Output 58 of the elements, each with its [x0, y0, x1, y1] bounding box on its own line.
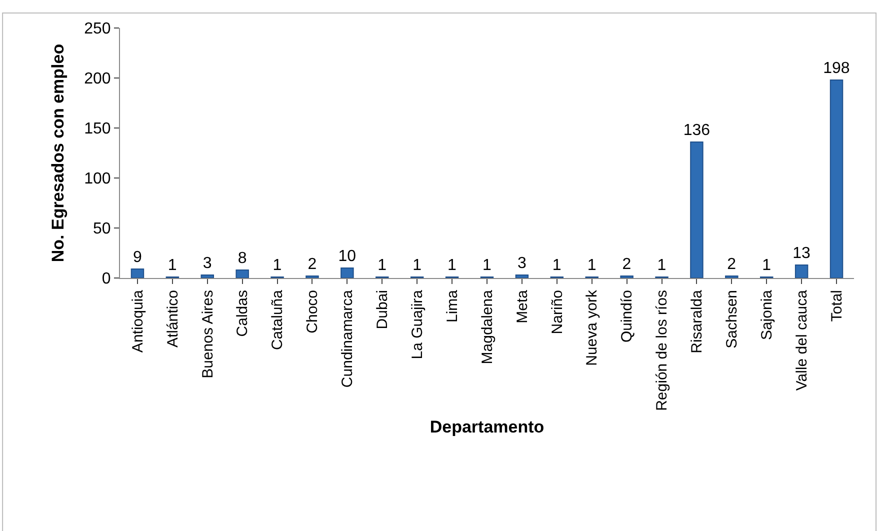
bar	[830, 80, 844, 278]
y-tick-label: 150	[84, 120, 111, 138]
x-tick-label: Sajonia	[758, 289, 776, 340]
data-label: 1	[378, 257, 387, 274]
x-tick-label: Dubai	[374, 290, 392, 330]
bar	[690, 142, 704, 278]
data-label: 1	[552, 257, 562, 274]
x-tick-label: Cundinamarca	[339, 289, 356, 388]
data-label: 2	[622, 256, 632, 273]
x-tick-label: Choco	[304, 290, 322, 334]
x-tick-label: Sachsen	[724, 290, 741, 348]
x-axis-title: Departamento	[430, 417, 544, 436]
x-tick-label: Nariño	[548, 290, 566, 334]
y-tick-label: 50	[93, 220, 111, 238]
x-tick-label: Risaralda	[688, 289, 706, 354]
data-label: 1	[482, 257, 492, 274]
data-label: 3	[202, 255, 212, 272]
data-label: 1	[587, 257, 596, 274]
x-tick-label: Antioquia	[129, 289, 146, 353]
y-axis-title: No. Egresados con empleo	[48, 44, 68, 262]
x-tick-label: Valle del cauca	[793, 289, 810, 391]
bar	[794, 264, 808, 278]
data-label: 9	[132, 249, 142, 266]
x-tick-label: Buenos Aires	[199, 290, 216, 378]
data-label: 198	[823, 60, 850, 77]
y-tick-label: 0	[102, 270, 111, 288]
x-tick-label: Caldas	[234, 290, 252, 337]
x-tick-label: Cataluña	[269, 289, 286, 350]
bar	[130, 268, 144, 278]
bar	[340, 268, 354, 278]
y-tick-label: 200	[84, 70, 111, 88]
data-label: 136	[683, 122, 710, 139]
data-label: 1	[272, 257, 282, 274]
x-tick-label: Meta	[514, 289, 531, 324]
data-label: 1	[412, 257, 422, 274]
x-tick-label: La Guajira	[408, 289, 426, 360]
data-label: 1	[657, 257, 666, 274]
x-tick-label: Magdalena	[478, 289, 496, 364]
x-tick-label: Atlántico	[164, 290, 182, 348]
data-label: 10	[338, 248, 356, 265]
x-tick-label: Región de los ríos	[654, 290, 671, 411]
y-tick-label: 250	[84, 20, 111, 38]
data-label: 1	[762, 257, 772, 274]
data-label: 1	[168, 257, 177, 274]
data-label: 13	[792, 245, 811, 262]
data-label: 3	[517, 255, 526, 272]
bar	[236, 270, 249, 278]
data-label: 2	[727, 256, 736, 273]
bar	[515, 274, 529, 278]
y-tick-label: 100	[84, 170, 111, 188]
x-tick-label: Quindío	[618, 290, 636, 343]
bar	[200, 274, 214, 278]
data-label: 8	[238, 250, 247, 267]
x-tick-label: Nueva york	[584, 290, 601, 366]
x-tick-label: Total	[828, 290, 846, 322]
data-label: 1	[448, 257, 457, 274]
x-tick-label: Lima	[444, 289, 461, 323]
data-label: 2	[308, 256, 317, 273]
